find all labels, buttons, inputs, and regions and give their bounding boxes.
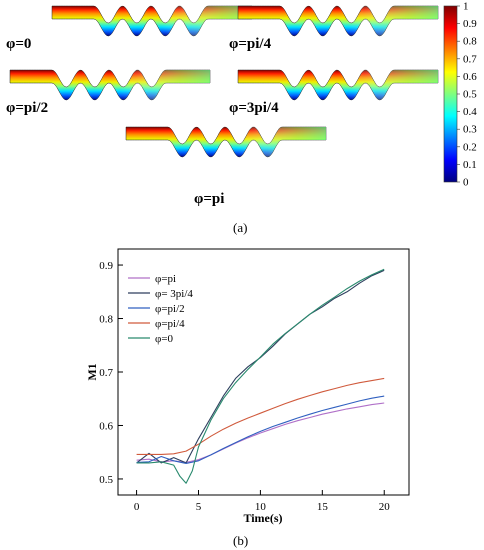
colorbar-tick-label: 0.5	[463, 89, 477, 101]
colorbar-tick-label: 0.8	[463, 36, 477, 48]
legend-label-3: φ=pi/4	[155, 318, 185, 330]
panel-label-phi-pi: φ=pi	[194, 191, 224, 207]
duct-flow-overlay	[10, 70, 210, 100]
colorbar-bar	[443, 5, 458, 183]
x-tick-label: 5	[196, 501, 202, 513]
colorbar: 1 0.9 0.8 0.7 0.6 0.5 0.4 0.3 0.2 0.1 0	[443, 1, 477, 189]
series-lines	[136, 268, 385, 484]
duct-flow-overlay	[52, 6, 252, 36]
y-tick-label: 0.9	[99, 260, 113, 272]
x-tick-label: 10	[255, 501, 267, 513]
colorbar-tick-label: 0	[463, 177, 469, 189]
duct-snapshots	[9, 5, 439, 158]
x-tick-label: 15	[317, 501, 329, 513]
y-tick-label: 0.7	[99, 367, 113, 379]
colorbar-tick-label: 0.4	[463, 106, 477, 118]
y-tick-label: 0.8	[99, 314, 113, 326]
duct-phi-pi	[125, 126, 327, 158]
duct-flow-overlay	[126, 127, 326, 157]
colorbar-tick-label: 0.3	[463, 124, 477, 136]
panel-label-phi-3pi-4: φ=3pi/4	[229, 100, 279, 116]
y-tick-label: 0.5	[99, 474, 113, 486]
x-axis-label: Time(s)	[243, 511, 282, 525]
duct-phi-3pi-4	[237, 69, 439, 101]
duct-flow-overlay	[238, 6, 438, 36]
legend-label-0: φ=pi	[155, 273, 176, 285]
series-line-3	[136, 377, 385, 455]
legend-label-2: φ=pi/2	[155, 303, 185, 315]
panel-a-caption: (a)	[233, 220, 247, 235]
colorbar-tick-label: 0.7	[463, 53, 477, 65]
panel-label-phi-pi-4: φ=pi/4	[229, 36, 272, 52]
colorbar-tick-label: 0.1	[463, 159, 477, 171]
y-axis-label: M1	[85, 363, 99, 380]
series-line-4	[136, 268, 385, 484]
x-axis-ticks: 0 5 10 15 20	[134, 490, 390, 513]
duct-flow-overlay	[238, 70, 438, 100]
x-tick-label: 20	[379, 501, 391, 513]
duct-phi-pi-4	[237, 5, 439, 37]
panel-b: 0 5 10 15 20 0.50.60.70.80.9 φ=piφ= 3pi/4φ=p…	[85, 248, 410, 548]
y-tick-label: 0.6	[99, 420, 113, 432]
plot-frame	[117, 248, 410, 496]
legend: φ=pi φ= 3pi/4 φ=pi/2 φ=pi/4 φ=0	[128, 273, 193, 345]
colorbar-tick-label: 0.9	[463, 18, 477, 30]
duct-phi-0	[51, 5, 253, 37]
colorbar-tick-label: 0.2	[463, 141, 477, 153]
duct-phi-pi-2	[9, 69, 211, 101]
panel-label-phi-pi-2: φ=pi/2	[6, 100, 48, 116]
legend-label-4: φ=0	[155, 333, 174, 345]
legend-label-1: φ= 3pi/4	[155, 288, 193, 300]
colorbar-tick-label: 1	[463, 1, 469, 13]
series-line-2	[136, 395, 385, 464]
colorbar-ticks: 1 0.9 0.8 0.7 0.6 0.5 0.4 0.3 0.2 0.1 0	[457, 1, 477, 189]
panel-a: φ=0 φ=pi/4 φ=pi/2 φ=3pi/4 φ=pi 1 0.9 0.8 0.…	[6, 1, 477, 236]
panel-b-caption: (b)	[233, 533, 248, 548]
panel-label-phi-0: φ=0	[6, 36, 31, 52]
y-axis-ticks: 0.5 0.6 0.7 0.8 0.9	[99, 260, 123, 486]
x-tick-label: 0	[134, 501, 140, 513]
colorbar-tick-label: 0.6	[463, 71, 477, 83]
